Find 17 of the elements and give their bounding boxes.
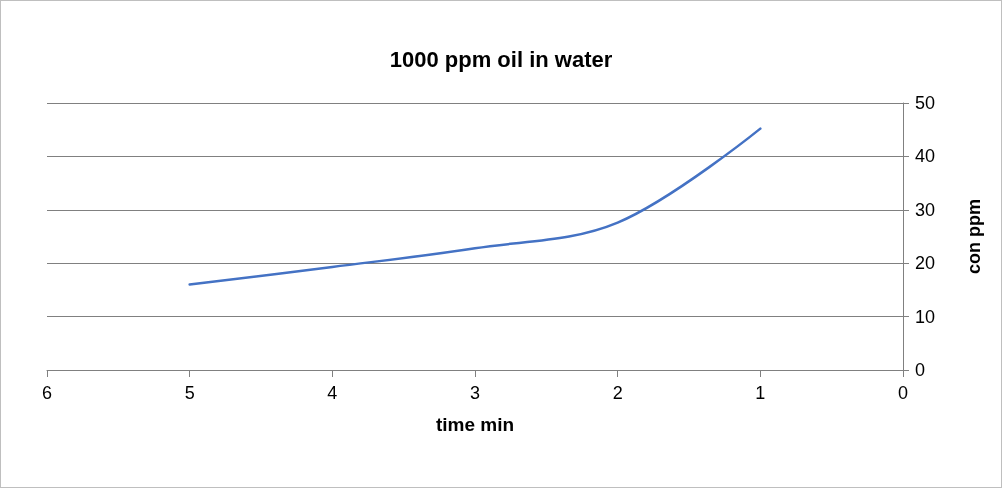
y-tick-label: 0	[915, 360, 926, 380]
y-tick-label: 10	[915, 306, 936, 327]
x-tick-label: 2	[612, 383, 623, 403]
y-tick-label: 20	[915, 253, 936, 274]
y-tick-label: 30	[915, 199, 936, 220]
y-axis-title: con ppm	[964, 199, 984, 274]
x-tick-label: 1	[755, 383, 766, 403]
y-tick-label: 50	[915, 93, 936, 113]
x-tick-label: 6	[41, 383, 53, 403]
x-tick-label: 4	[327, 383, 338, 403]
x-tick-label: 0	[897, 383, 909, 403]
chart-title: 1000 ppm oil in water	[389, 46, 613, 72]
x-tick-label: 3	[469, 383, 481, 403]
line-series	[188, 127, 762, 286]
x-tick-label: 5	[184, 383, 195, 403]
x-axis-title: time min	[435, 414, 515, 435]
y-tick-label: 40	[915, 146, 936, 167]
